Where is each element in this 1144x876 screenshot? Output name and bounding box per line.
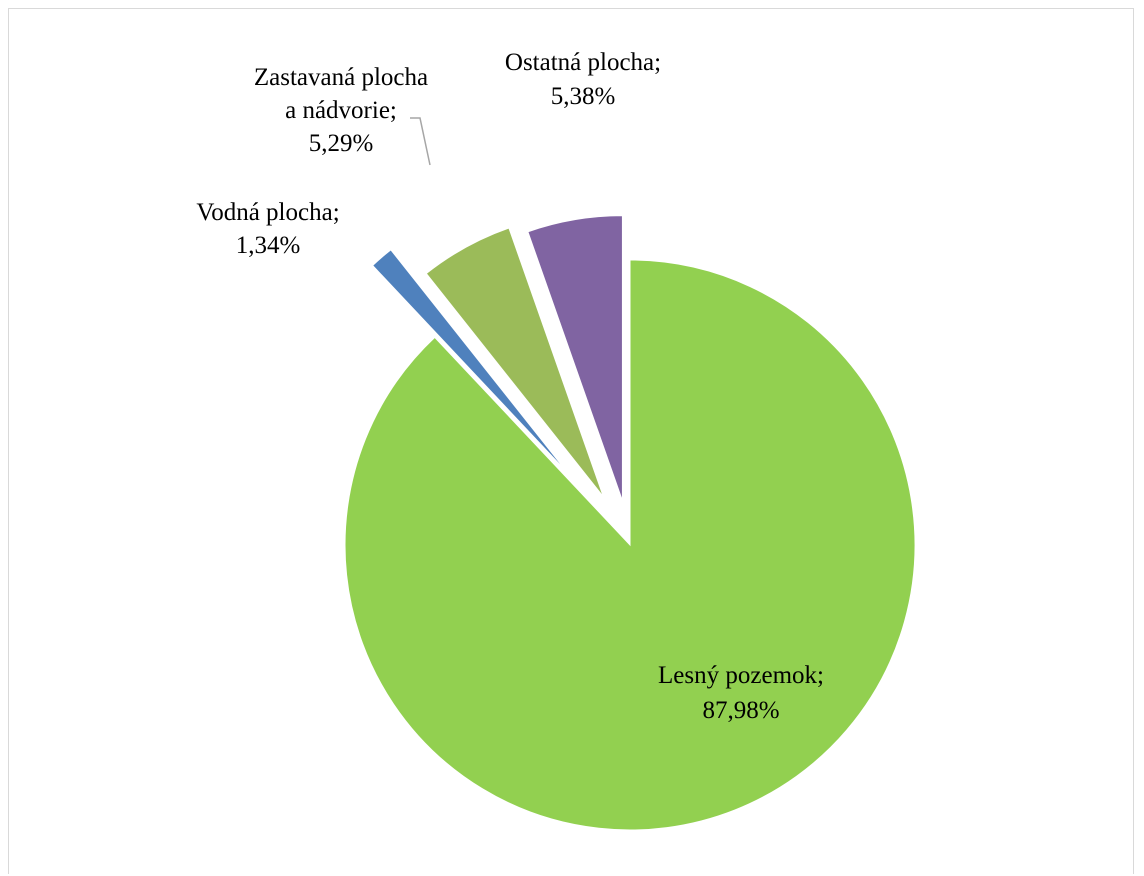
label-ostatna-name: Ostatná plocha; — [505, 49, 661, 76]
label-lesny-value: 87,98% — [702, 697, 779, 724]
slice-ostatna-plocha — [527, 215, 623, 501]
label-zastavana-value: 5,29% — [309, 130, 374, 157]
slice-zastavana-plocha — [425, 227, 604, 498]
label-lesny-name: Lesný pozemok; — [658, 662, 824, 689]
label-zastavana-line2: a nádvorie; — [285, 97, 397, 124]
label-zastavana-line1: Zastavaná plocha — [254, 64, 428, 91]
pie-slices — [344, 215, 916, 831]
label-ostatna-value: 5,38% — [551, 83, 616, 110]
label-vodna-value: 1,34% — [236, 232, 301, 259]
slice-vodna-plocha — [371, 249, 569, 474]
slice-lesny-pozemok — [344, 259, 916, 831]
label-vodna-name: Vodná plocha; — [196, 199, 339, 226]
leader-line-zastavana — [410, 117, 431, 166]
